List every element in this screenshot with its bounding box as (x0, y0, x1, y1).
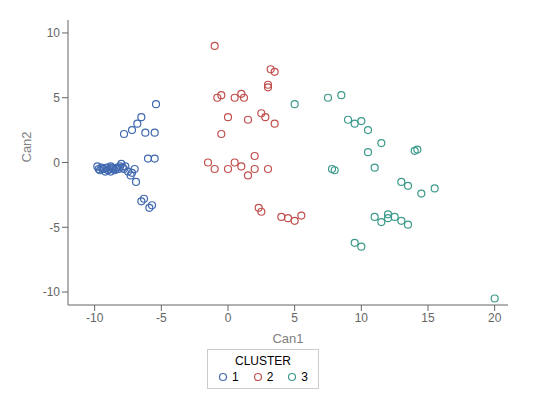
svg-text:10: 10 (47, 26, 61, 40)
svg-text:20: 20 (488, 311, 502, 325)
html-text:3: 3 (301, 370, 308, 384)
svg-text:Can1: Can1 (272, 331, 303, 346)
svg-text:10: 10 (355, 311, 369, 325)
svg-text:0: 0 (225, 311, 232, 325)
svg-text:Can2: Can2 (19, 131, 34, 162)
svg-text:-5: -5 (49, 221, 60, 235)
svg-text:-10: -10 (86, 311, 104, 325)
svg-text:15: 15 (421, 311, 435, 325)
svg-text:0: 0 (53, 156, 60, 170)
svg-text:-10: -10 (43, 285, 61, 299)
svg-text:-5: -5 (156, 311, 167, 325)
html-text:CLUSTER: CLUSTER (235, 354, 291, 368)
svg-text:5: 5 (53, 91, 60, 105)
html-text:2: 2 (266, 370, 274, 384)
html-text:1: 1 (232, 370, 239, 384)
svg-text:5: 5 (291, 311, 298, 325)
